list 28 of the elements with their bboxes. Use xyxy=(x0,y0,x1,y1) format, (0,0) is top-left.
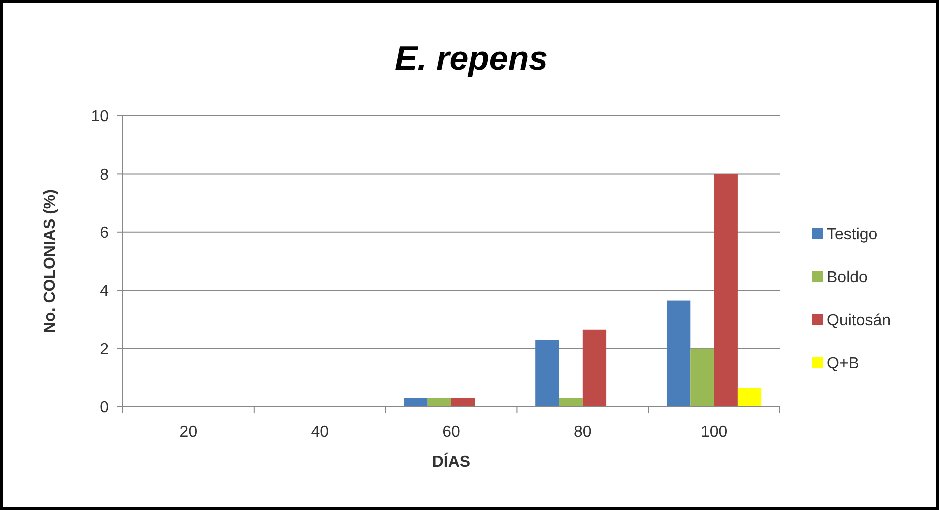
bar xyxy=(536,340,560,407)
bar xyxy=(582,330,607,407)
bar xyxy=(559,398,583,407)
legend-label: Quitosán xyxy=(827,312,892,330)
y-axis-title: No. COLONIAS (%) xyxy=(42,190,59,334)
x-tick-label: 80 xyxy=(574,424,592,441)
x-tick-label: 60 xyxy=(442,424,460,441)
y-tick-label: 2 xyxy=(100,341,110,358)
bar xyxy=(404,398,428,407)
chart-title: E. repens xyxy=(394,40,548,78)
y-tick-label: 10 xyxy=(91,108,110,126)
x-axis-title: DÍAS xyxy=(432,452,471,471)
legend-label: Boldo xyxy=(827,270,868,287)
bar xyxy=(690,348,714,407)
bar xyxy=(428,398,452,407)
bar xyxy=(738,388,762,407)
legend-label: Q+B xyxy=(827,356,860,373)
bar xyxy=(452,398,476,407)
y-tick-label: 4 xyxy=(100,283,110,300)
x-tick-label: 100 xyxy=(700,424,728,441)
bar xyxy=(666,300,691,407)
bar xyxy=(714,174,738,407)
y-tick-label: 6 xyxy=(100,225,110,242)
y-tick-label: 8 xyxy=(100,166,110,184)
x-tick-label: 40 xyxy=(311,424,330,441)
x-tick-label: 20 xyxy=(180,424,198,441)
y-tick-label: 0 xyxy=(100,400,110,417)
legend-label: Testigo xyxy=(827,226,878,244)
